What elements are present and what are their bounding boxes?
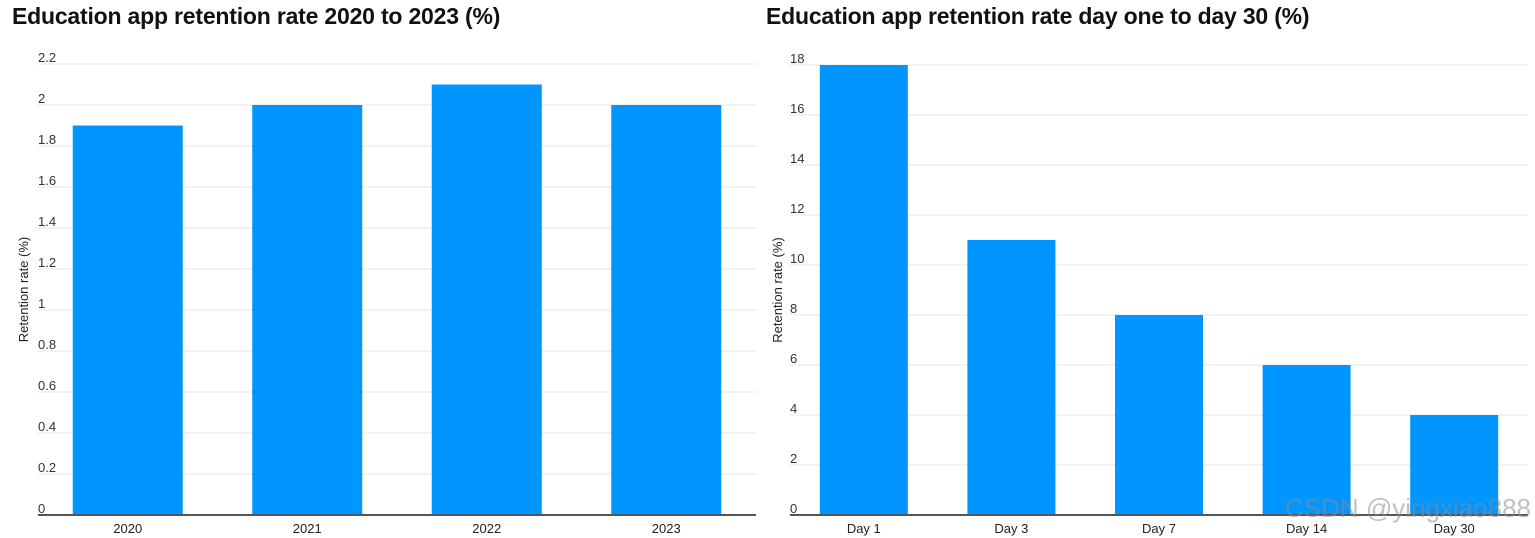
y-tick-label: 16 — [790, 101, 804, 116]
x-tick-label: Day 3 — [994, 521, 1028, 536]
y-tick-label: 2.2 — [38, 50, 56, 65]
y-tick-label: 1.4 — [38, 214, 56, 229]
y-tick-label: 6 — [790, 351, 797, 366]
chart-title: Education app retention rate 2020 to 202… — [12, 3, 501, 29]
x-tick-label: Day 30 — [1434, 521, 1475, 536]
y-tick-label: 18 — [790, 51, 804, 66]
y-tick-label: 14 — [790, 151, 804, 166]
y-tick-label: 1.8 — [38, 132, 56, 147]
y-tick-label: 0 — [38, 501, 45, 516]
y-tick-label: 12 — [790, 201, 804, 216]
x-tick-label: Day 14 — [1286, 521, 1327, 536]
bar — [1410, 415, 1499, 515]
y-tick-label: 0.6 — [38, 378, 56, 393]
bar — [1262, 365, 1351, 515]
y-tick-label: 0.4 — [38, 419, 56, 434]
y-tick-label: 0 — [790, 501, 797, 516]
bar — [72, 125, 183, 515]
retention-by-day-chart: Education app retention rate day one to … — [760, 0, 1535, 538]
retention-by-year-chart: Education app retention rate 2020 to 202… — [0, 0, 760, 538]
bar — [252, 105, 363, 515]
x-tick-label: 2022 — [472, 521, 501, 536]
y-axis-title: Retention rate (%) — [16, 237, 31, 343]
x-tick-label: Day 1 — [847, 521, 881, 536]
bar — [611, 105, 722, 515]
x-tick-label: Day 7 — [1142, 521, 1176, 536]
bar-chart-plot: 0 0.2 0.4 0.6 0.8 1 1.2 1.4 1.6 1.8 2 2.2 2020 2021 20… — [16, 50, 756, 536]
bar — [1115, 315, 1203, 515]
y-tick-label: 10 — [790, 251, 804, 266]
bar-chart-plot: 0 2 4 6 8 10 12 14 16 18 Day 1 Day 3 Day 7 Day 14 Day … — [770, 51, 1528, 536]
bar — [819, 65, 908, 515]
y-tick-label: 1.2 — [38, 255, 56, 270]
y-axis-title: Retention rate (%) — [770, 237, 785, 343]
y-tick-label: 1.6 — [38, 173, 56, 188]
y-tick-label: 2 — [38, 91, 45, 106]
y-tick-label: 8 — [790, 301, 797, 316]
bar — [967, 240, 1056, 515]
y-tick-label: 0.8 — [38, 337, 56, 352]
x-tick-label: 2023 — [652, 521, 681, 536]
watermark-text: CSDN @yingxiao888 — [1284, 493, 1531, 523]
y-tick-label: 1 — [38, 296, 45, 311]
y-tick-label: 2 — [790, 451, 797, 466]
bar — [431, 84, 542, 515]
x-tick-label: 2021 — [293, 521, 322, 536]
y-tick-label: 0.2 — [38, 460, 56, 475]
chart-title: Education app retention rate day one to … — [766, 3, 1310, 29]
y-tick-label: 4 — [790, 401, 797, 416]
x-tick-label: 2020 — [113, 521, 142, 536]
